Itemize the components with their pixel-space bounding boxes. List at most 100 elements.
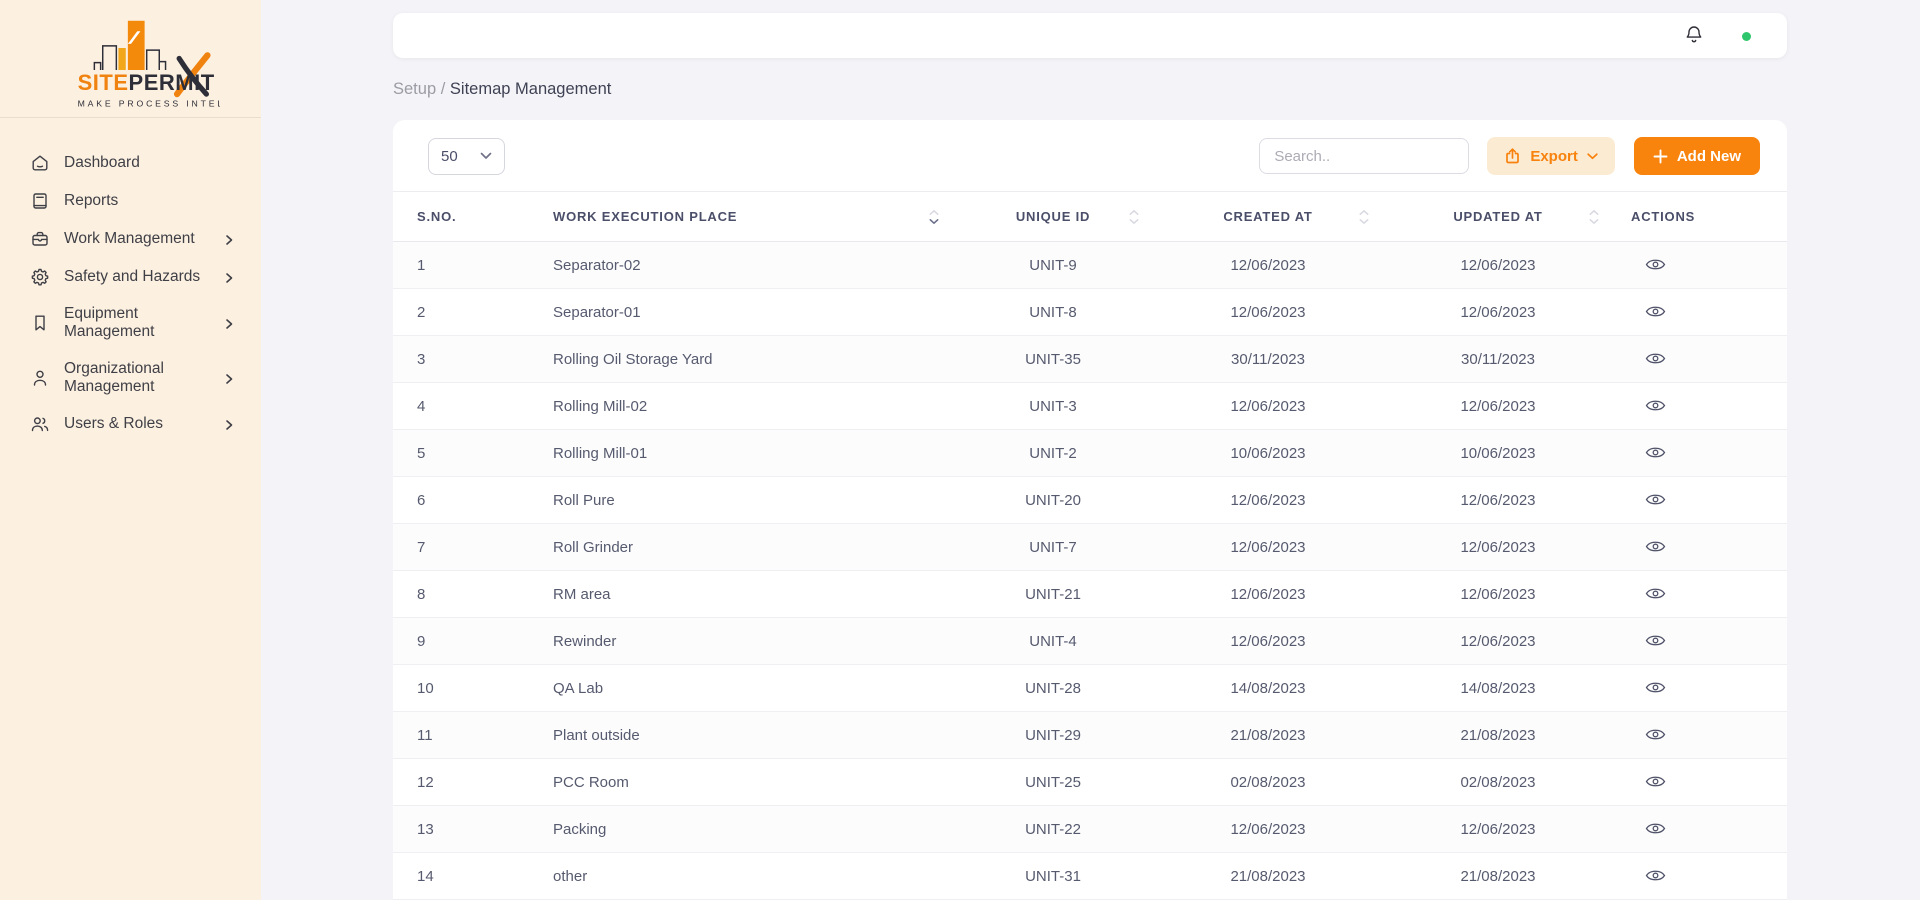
cell-sno: 9 — [417, 632, 426, 650]
eye-icon — [1645, 729, 1666, 739]
cell-sno: 2 — [417, 303, 426, 321]
table-body: 1 Separator-02 UNIT-9 12/06/2023 12/06/2… — [393, 241, 1787, 900]
view-button[interactable] — [1643, 678, 1668, 697]
home-icon — [30, 153, 50, 173]
book-icon — [30, 191, 50, 211]
sidebar-item-label: Equipment Management — [64, 305, 155, 341]
users-icon — [30, 414, 50, 434]
view-button[interactable] — [1643, 396, 1668, 415]
view-button[interactable] — [1643, 772, 1668, 791]
sort-icon[interactable] — [1589, 209, 1599, 224]
sidebar-item-reports[interactable]: Reports — [0, 182, 261, 220]
view-button[interactable] — [1643, 255, 1668, 274]
cell-work-execution-place: Roll Grinder — [553, 538, 634, 556]
sidebar-item-work-management[interactable]: Work Management — [0, 220, 261, 258]
sort-icon[interactable] — [929, 209, 939, 224]
eye-icon — [1645, 823, 1666, 833]
eye-icon — [1645, 682, 1666, 692]
export-button[interactable]: Export — [1487, 137, 1615, 175]
cell-work-execution-place: other — [553, 867, 588, 885]
sidebar-item-dashboard[interactable]: Dashboard — [0, 144, 261, 182]
person-icon — [30, 368, 50, 388]
cell-sno: 6 — [417, 491, 426, 509]
user-status-indicator[interactable] — [1742, 32, 1751, 41]
view-button[interactable] — [1643, 866, 1668, 885]
cell-created-at: 12/06/2023 — [1230, 491, 1306, 509]
table-row: 5 Rolling Mill-01 UNIT-2 10/06/2023 10/0… — [393, 429, 1787, 477]
view-button[interactable] — [1643, 584, 1668, 603]
table-row: 12 PCC Room UNIT-25 02/08/2023 02/08/202… — [393, 759, 1787, 806]
svg-text:MAKE PROCESS INTELLIGENT: MAKE PROCESS INTELLIGENT — [77, 98, 219, 108]
search-input[interactable] — [1259, 138, 1470, 174]
view-button[interactable] — [1643, 631, 1668, 650]
view-button[interactable] — [1643, 490, 1668, 509]
page-size-select[interactable]: 50 — [428, 137, 505, 175]
eye-icon — [1645, 870, 1666, 880]
cell-unique-id: UNIT-3 — [1029, 397, 1077, 415]
column-header-work-execution-place[interactable]: WORK EXECUTION PLACE — [533, 192, 953, 242]
table-row: 4 Rolling Mill-02 UNIT-3 12/06/2023 12/0… — [393, 383, 1787, 430]
cell-created-at: 12/06/2023 — [1230, 538, 1306, 556]
sidebar: SITEPERMIT MAKE PROCESS INTELLIGENT Dash… — [0, 0, 261, 900]
cell-created-at: 21/08/2023 — [1230, 867, 1306, 885]
cell-unique-id: UNIT-29 — [1025, 726, 1081, 744]
column-header-created-at[interactable]: CREATED AT — [1153, 192, 1383, 242]
sidebar-item-safety-and-hazards[interactable]: Safety and Hazards — [0, 258, 261, 296]
view-button[interactable] — [1643, 349, 1668, 368]
sidebar-item-label: Dashboard — [64, 153, 140, 171]
table-row: 3 Rolling Oil Storage Yard UNIT-35 30/11… — [393, 335, 1787, 383]
cell-unique-id: UNIT-8 — [1029, 303, 1077, 321]
view-button[interactable] — [1643, 537, 1668, 556]
cell-sno: 5 — [417, 444, 426, 462]
table-row: 14 other UNIT-31 21/08/2023 21/08/2023 — [393, 853, 1787, 900]
sidebar-item-label: Organizational Management — [64, 359, 164, 395]
cell-created-at: 12/06/2023 — [1230, 632, 1306, 650]
cell-unique-id: UNIT-22 — [1025, 820, 1081, 838]
view-button[interactable] — [1643, 725, 1668, 744]
sidebar-item-users-roles[interactable]: Users & Roles — [0, 405, 261, 443]
chevron-right-icon — [223, 418, 235, 430]
eye-icon — [1645, 776, 1666, 786]
cell-updated-at: 30/11/2023 — [1461, 350, 1535, 368]
cell-unique-id: UNIT-21 — [1025, 585, 1081, 603]
sidebar-item-equipment-management[interactable]: Equipment Management — [0, 296, 261, 351]
cell-created-at: 10/06/2023 — [1230, 444, 1306, 462]
breadcrumb-current-page: Sitemap Management — [449, 80, 612, 98]
chevron-right-icon — [223, 317, 235, 330]
add-new-label: Add New — [1676, 147, 1741, 165]
view-button[interactable] — [1643, 819, 1668, 838]
top-header-bar — [393, 13, 1787, 58]
cell-sno: 7 — [417, 538, 426, 556]
notifications-bell-icon[interactable] — [1683, 24, 1705, 46]
cell-work-execution-place: Roll Pure — [553, 491, 615, 509]
sidebar-item-label: Reports — [64, 191, 119, 209]
chevron-right-icon — [223, 233, 235, 245]
cell-updated-at: 02/08/2023 — [1460, 773, 1536, 791]
cell-sno: 3 — [417, 350, 426, 368]
cell-updated-at: 12/06/2023 — [1460, 585, 1536, 603]
plus-icon — [1653, 149, 1668, 163]
eye-icon — [1645, 400, 1666, 410]
view-button[interactable] — [1643, 302, 1668, 321]
view-button[interactable] — [1643, 443, 1668, 462]
bookmark-icon — [30, 313, 50, 333]
gear-icon — [30, 267, 50, 287]
cell-created-at: 21/08/2023 — [1230, 726, 1306, 744]
chevron-right-icon — [223, 372, 235, 384]
eye-icon — [1645, 306, 1666, 316]
column-header-updated-at[interactable]: UPDATED AT — [1383, 192, 1613, 242]
sort-icon[interactable] — [1129, 209, 1139, 224]
cell-unique-id: UNIT-25 — [1025, 773, 1081, 791]
column-header-sno: S.NO. — [417, 209, 457, 224]
cell-created-at: 02/08/2023 — [1230, 773, 1306, 791]
add-new-button[interactable]: Add New — [1633, 137, 1760, 175]
sort-icon[interactable] — [1359, 209, 1369, 224]
column-header-unique-id[interactable]: UNIQUE ID — [953, 192, 1153, 242]
sidebar-item-organizational-management[interactable]: Organizational Management — [0, 351, 261, 406]
cell-updated-at: 12/06/2023 — [1460, 632, 1536, 650]
breadcrumb-section[interactable]: Setup — [393, 80, 437, 98]
chevron-down-icon — [480, 152, 492, 159]
export-label: Export — [1530, 147, 1578, 165]
table-header-row: S.NO. WORK EXECUTION PLACE UNIQUE ID — [393, 191, 1787, 242]
cell-work-execution-place: Packing — [553, 820, 607, 838]
